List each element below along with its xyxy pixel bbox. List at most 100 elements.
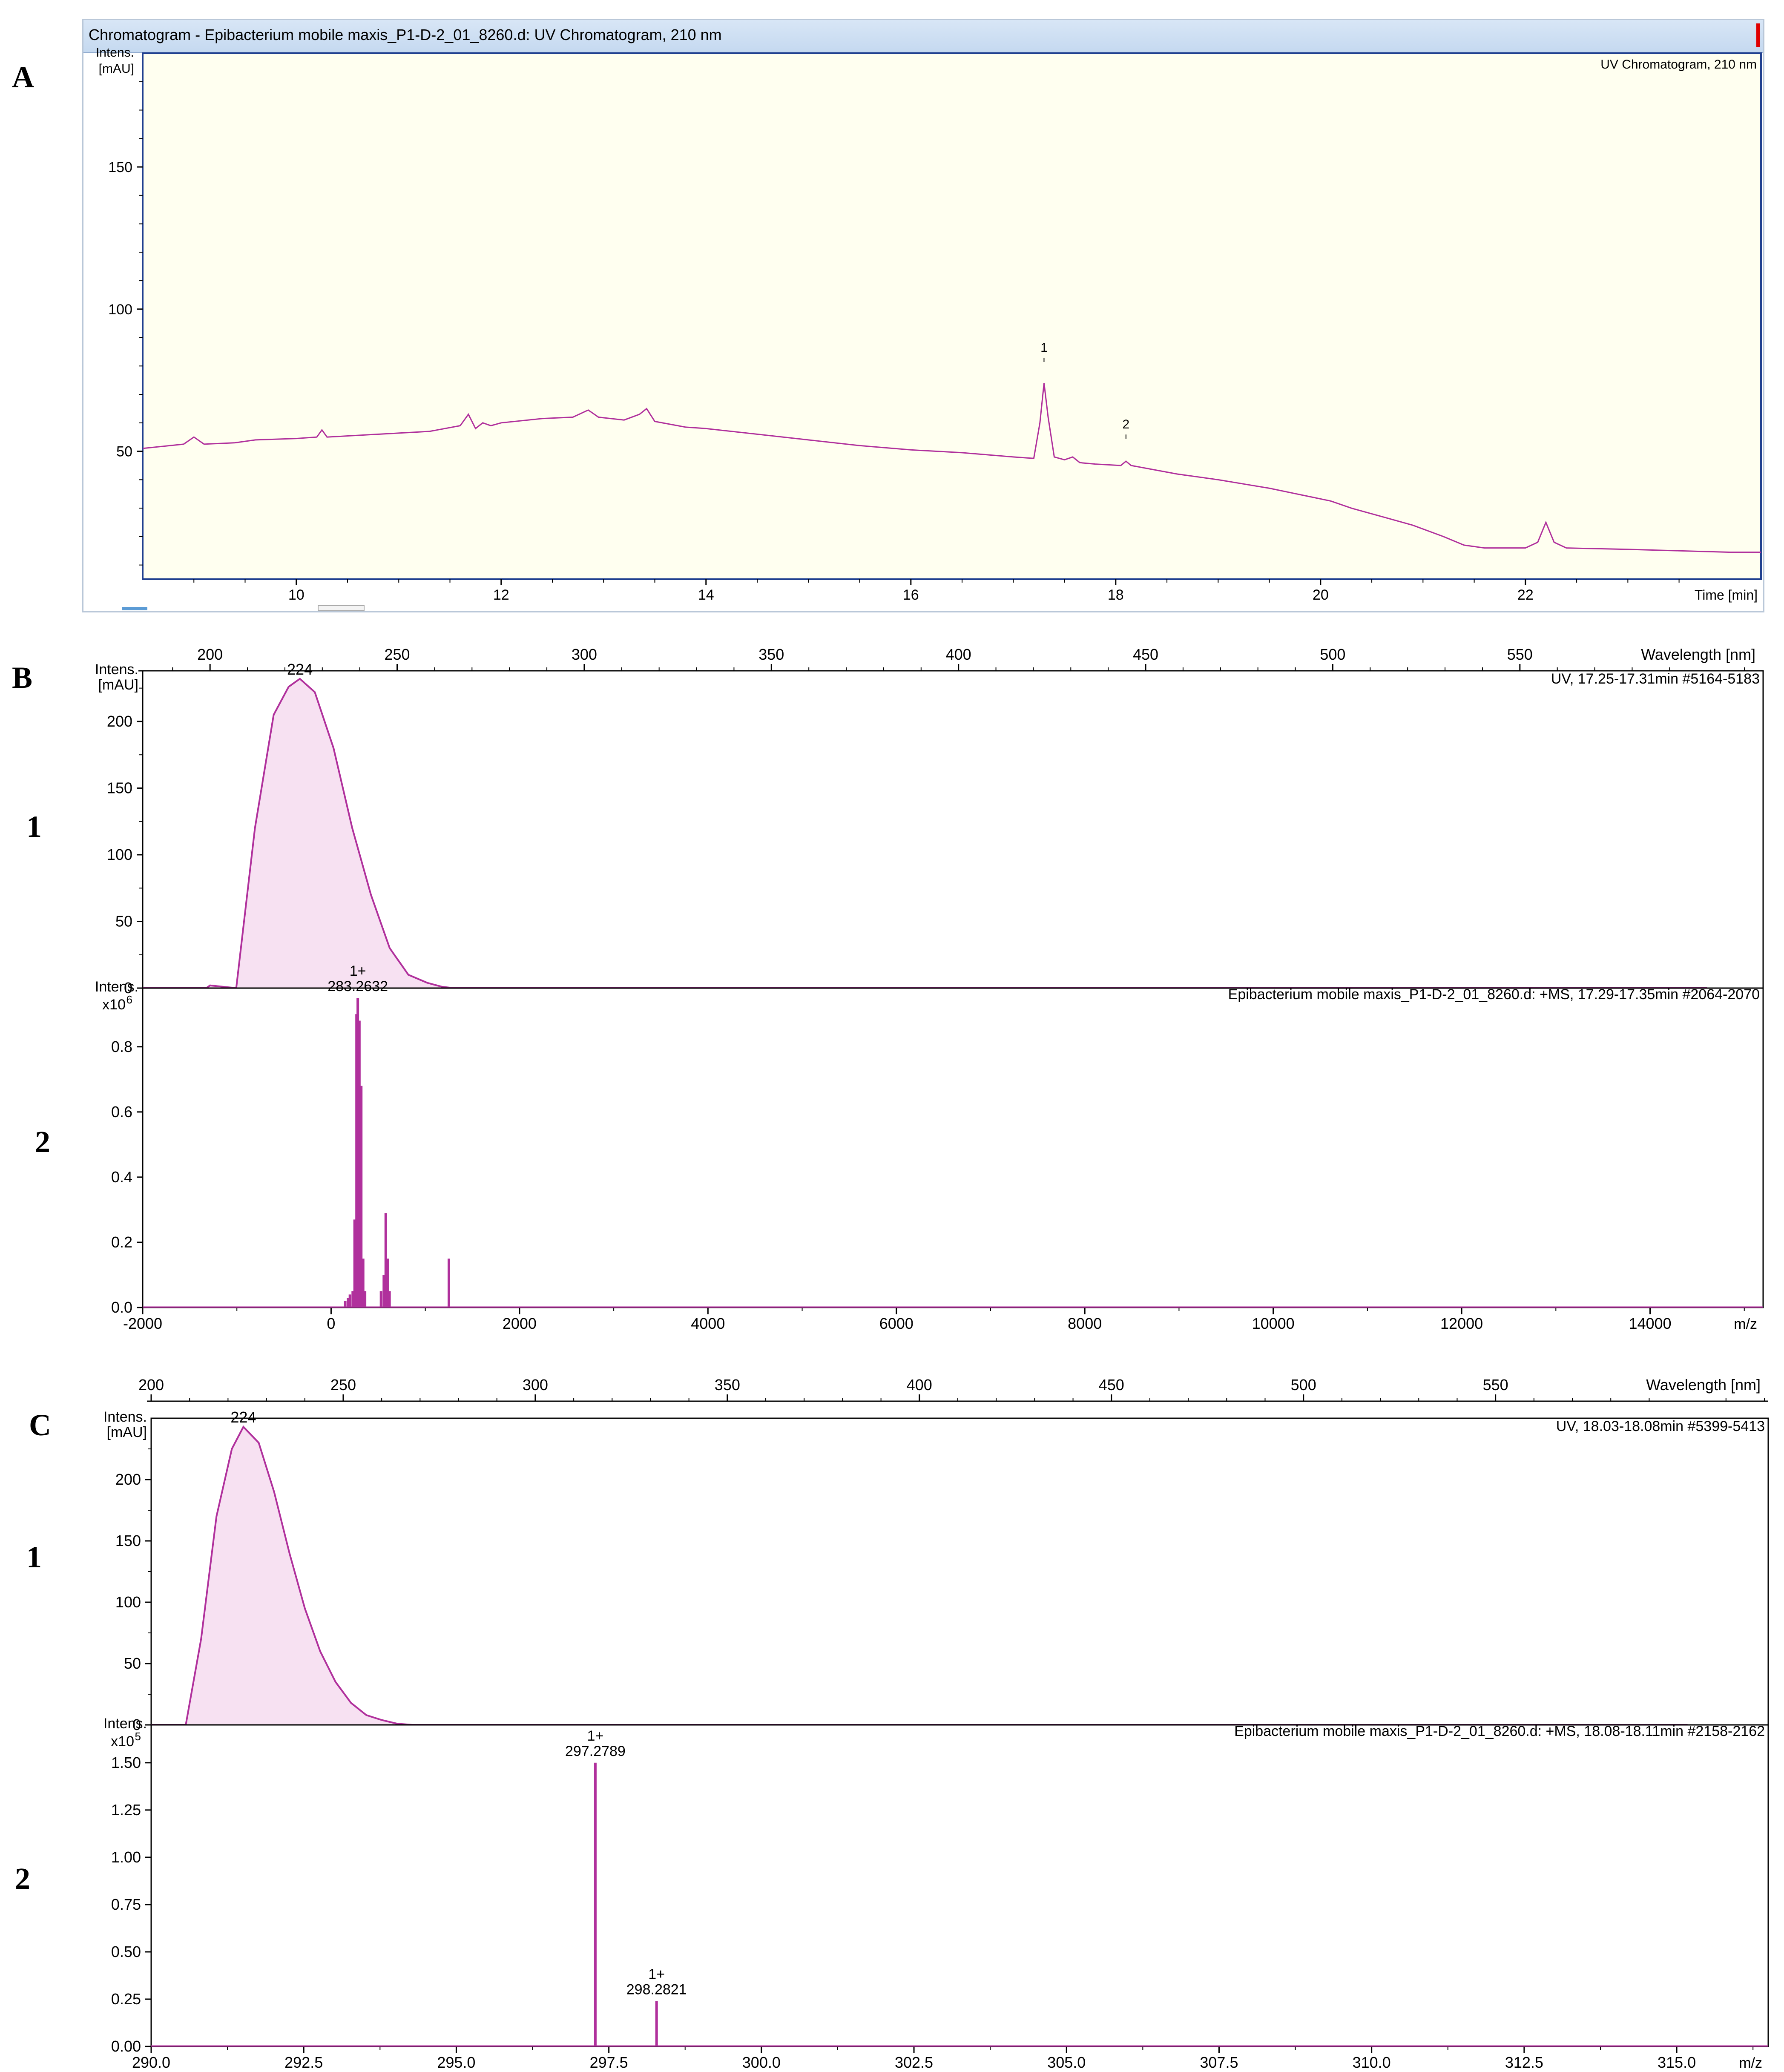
window-titlebar[interactable]: Chromatogram - Epibacterium mobile maxis… — [83, 20, 1763, 53]
chart-c2-peak-mz: 298.2821 — [626, 1981, 687, 1997]
chart-a-xtick-label: 12 — [493, 587, 509, 603]
chart-b2-ytick-label: 0.8 — [111, 1038, 132, 1055]
chart-b2-peak-bar — [379, 1291, 382, 1308]
chart-b1-xtick-label: 300 — [572, 646, 597, 663]
chart-c1-xtick-label: 500 — [1291, 1376, 1316, 1394]
chart-b2-peak-bar — [364, 1291, 367, 1308]
chart-c1-ytick-label: 50 — [124, 1655, 141, 1672]
chart-b1-ytick-label: 0 — [124, 979, 132, 997]
chart-b2-xtick-label: 4000 — [691, 1315, 725, 1332]
chart-b2-peak-bar — [448, 1259, 450, 1308]
chart-c2-peak-mz: 297.2789 — [565, 1743, 626, 1759]
chart-b2-ytick-label: 0.4 — [111, 1168, 132, 1186]
chart-a-title: UV Chromatogram, 210 nm — [1600, 57, 1757, 72]
chart-b2-peak-bar — [388, 1291, 391, 1308]
chart-c2-ytick-label: 0.00 — [111, 2038, 141, 2055]
chart-b1-ytick-label: 200 — [107, 713, 132, 730]
chart-c2-xtick-label: 292.5 — [284, 2054, 323, 2071]
chart-a-plot-area — [142, 52, 1762, 580]
chart-b1-xlabel: Wavelength [nm] — [1641, 646, 1755, 663]
panel-b-sub-1: 1 — [26, 810, 42, 844]
chart-b1-xtick-label: 450 — [1133, 646, 1158, 663]
chart-c1-title: UV, 18.03-18.08min #5399-5413 — [1556, 1418, 1765, 1434]
chart-c1-xtick-label: 300 — [523, 1376, 548, 1394]
chart-b2-peak-bar — [348, 1294, 351, 1308]
chart-c2-ytick-label: 0.50 — [111, 1943, 141, 1960]
chart-b1-xtick-label: 200 — [197, 646, 223, 663]
chart-b2-ytick-label: 0.2 — [111, 1233, 132, 1251]
chart-c1-xtick-label: 350 — [715, 1376, 740, 1394]
chart-c2-title: Epibacterium mobile maxis_P1-D-2_01_8260… — [1234, 1723, 1765, 1739]
chart-c1-ytick-label: 0 — [132, 1716, 141, 1733]
chart-c2-xtick-label: 290.0 — [132, 2054, 170, 2071]
chart-c2-peak-bar — [655, 2001, 658, 2046]
chart-a-ytick-label: 100 — [108, 302, 132, 318]
chart-b2-peak-bar — [356, 998, 359, 1308]
chart-c2-peak-charge: 1+ — [648, 1966, 665, 1982]
chart-b2-peak-bar — [382, 1275, 385, 1308]
chart-b2-xtick-label: -2000 — [123, 1315, 162, 1332]
chart-c2-peak-charge: 1+ — [587, 1728, 604, 1744]
chart-b2-peak-bar — [386, 1259, 389, 1308]
chart-b2-peak-bar — [384, 1213, 387, 1308]
chart-b1-xtick-label: 550 — [1507, 646, 1533, 663]
titlebar-marker — [1756, 23, 1760, 47]
chart-a-xtick-label: 16 — [903, 587, 919, 603]
chart-c1-area-fill — [151, 1427, 1688, 1725]
panel-label-b: B — [12, 661, 33, 695]
chart-b1-xtick-label: 250 — [385, 646, 410, 663]
chart-b2-peak-bar — [360, 1086, 363, 1308]
chart-c1-ylabel-unit: [mAU] — [107, 1424, 147, 1440]
panel-c-sub-2: 2 — [15, 1862, 30, 1896]
chart-c2-xtick-label: 295.0 — [437, 2054, 475, 2071]
chart-c2-xtick-label: 297.5 — [590, 2054, 628, 2071]
chart-c2-xtick-label: 310.0 — [1353, 2054, 1391, 2071]
chart-b2-plot-area — [142, 987, 1764, 1308]
chart-c2-ytick-label: 1.25 — [111, 1801, 141, 1819]
chart-c2-plot-area — [150, 1724, 1769, 2047]
chart-b2-xlabel: m/z — [1734, 1316, 1757, 1332]
chart-a-peak-label: 1 — [1040, 341, 1048, 355]
chart-c1-ytick-label: 100 — [115, 1593, 141, 1611]
chart-a-xlabel: Time [min] — [1695, 587, 1758, 603]
chart-b1-xtick-label: 350 — [758, 646, 784, 663]
chart-b1-ytick-label: 50 — [115, 912, 132, 930]
chart-c2-ylabel-exp: 5 — [135, 1730, 141, 1743]
chart-b2-xtick-label: 10000 — [1252, 1315, 1295, 1332]
chart-b2-ylabel-exp-base: x10 — [102, 997, 126, 1013]
chart-b2-peak-bar — [347, 1298, 350, 1308]
chart-b2-ylabel: Intens. — [95, 979, 138, 995]
chart-c2-peak-bar — [594, 1762, 597, 2046]
chart-c2-ytick-label: 1.50 — [111, 1754, 141, 1771]
chart-c2-xtick-label: 315.0 — [1658, 2054, 1696, 2071]
chart-a-ytick-label: 150 — [108, 159, 132, 175]
chart-b1-ytick-label: 100 — [107, 846, 132, 863]
chart-b2-xtick-label: 8000 — [1068, 1315, 1102, 1332]
chart-b2-xtick-label: 14000 — [1629, 1315, 1671, 1332]
chart-c2-xlabel: m/z — [1739, 2055, 1762, 2071]
chart-b1-xtick-label: 500 — [1320, 646, 1345, 663]
window-title: Chromatogram - Epibacterium mobile maxis… — [89, 26, 722, 43]
chart-c2-xtick-label: 307.5 — [1200, 2054, 1238, 2071]
status-indicator — [122, 607, 147, 610]
chart-b1-ytick-label: 150 — [107, 779, 132, 796]
chart-a-xtick-label: 20 — [1313, 587, 1329, 603]
chart-b2-peak-bar — [358, 1020, 361, 1308]
chart-b2-ytick-label: 0.0 — [111, 1299, 132, 1316]
chart-c1-plot-area — [150, 1417, 1769, 1726]
chart-b2-title: Epibacterium mobile maxis_P1-D-2_01_8260… — [1228, 986, 1760, 1003]
chart-b2-peak-bar — [351, 1291, 354, 1308]
chart-b2-peak-mz: 283.2632 — [327, 978, 388, 994]
chart-c1-ytick-label: 200 — [115, 1471, 141, 1488]
chart-c2-ytick-label: 1.00 — [111, 1848, 141, 1866]
chart-a-xtick-label: 14 — [698, 587, 714, 603]
chart-c1-ytick-label: 150 — [115, 1532, 141, 1549]
chart-b2-peak-bar — [353, 1219, 356, 1308]
chart-b1-ylabel-unit: [mAU] — [98, 677, 138, 693]
chart-c2-xtick-label: 302.5 — [895, 2054, 933, 2071]
scroll-handle[interactable] — [318, 605, 365, 611]
chart-c1-xtick-label: 450 — [1099, 1376, 1124, 1394]
chart-c2-xtick-label: 305.0 — [1047, 2054, 1086, 2071]
chart-b2-xtick-label: 12000 — [1440, 1315, 1483, 1332]
